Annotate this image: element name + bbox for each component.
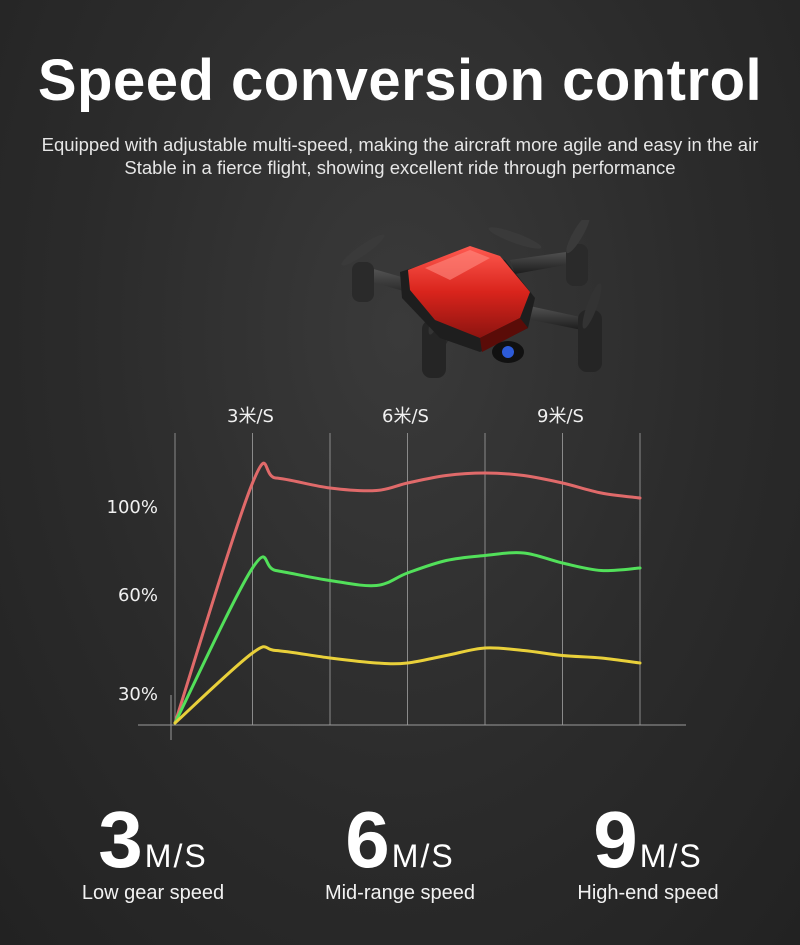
chart-grid [138,433,686,740]
speed-mid-label: Mid-range speed [324,882,476,904]
speed-mid-unit: M/S [391,838,455,874]
series-line-2 [173,645,642,725]
speed-high-label: High-end speed [577,882,719,904]
speed-low-number: 3 [98,795,143,884]
x-tick-label: 9米/S [537,406,584,427]
speed-high: 9M/S High-end speed [528,800,768,905]
speed-low-label: Low gear speed [81,882,225,904]
x-tick-label: 6米/S [382,406,429,427]
speed-mid: 6M/S Mid-range speed [280,800,520,905]
speed-high-unit: M/S [639,838,703,874]
chart-labels: 3米/S 6米/S 9米/S 100% 60% 30% [107,406,584,705]
y-tick-label: 30% [118,684,158,705]
chart-series [173,461,642,725]
x-tick-label: 3米/S [227,406,274,427]
page-title: Speed conversion control [37,48,763,113]
speed-low-unit: M/S [144,838,208,874]
y-tick-label: 100% [107,497,158,518]
speed-low: 3M/S Low gear speed [33,800,273,905]
speed-chart: 3米/S 6米/S 9米/S 100% 60% 30% [107,406,686,740]
series-line-1 [173,551,642,725]
drone-image [341,220,602,378]
subtitle-line-2: Stable in a fierce flight, showing excel… [124,157,676,178]
y-tick-label: 60% [118,585,158,606]
speed-high-number: 9 [593,795,638,884]
subtitle-line-1: Equipped with adjustable multi-speed, ma… [41,134,759,155]
speed-mid-number: 6 [345,795,390,884]
